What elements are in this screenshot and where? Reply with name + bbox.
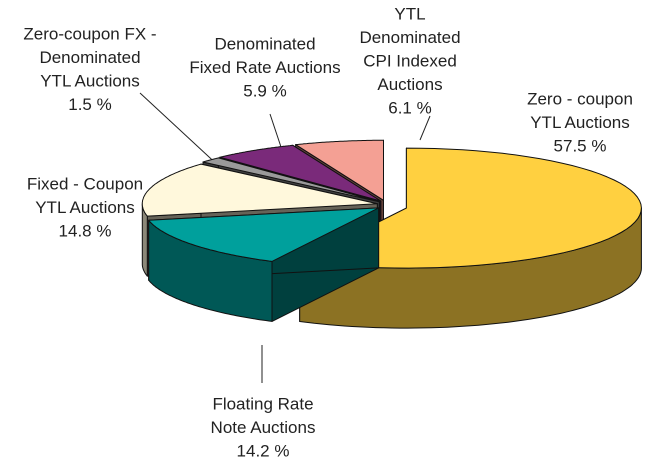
- slice-label: Note Auctions: [211, 418, 316, 437]
- value-label: 57.5 %: [554, 136, 607, 155]
- slice-label: Denominated: [214, 34, 315, 53]
- value-label: 6.1 %: [388, 98, 431, 117]
- slice-top: [295, 139, 384, 201]
- leader-line: [419, 115, 431, 141]
- leader-line: [139, 92, 223, 170]
- slice-label: Floating Rate: [212, 394, 313, 413]
- leader-line: [269, 113, 283, 151]
- slice-label: YTL: [394, 4, 425, 23]
- value-label: 14.8 %: [59, 221, 112, 240]
- slice-label: YTL Auctions: [40, 71, 140, 90]
- slice-top: [148, 207, 380, 262]
- slice-top: [219, 144, 382, 202]
- slice-label: Auctions: [377, 75, 442, 94]
- slice-label: Fixed - Coupon: [27, 174, 143, 193]
- slice-label: Denominated: [359, 28, 460, 47]
- slice-label: YTL Auctions: [530, 113, 630, 132]
- value-label: 14.2 %: [237, 441, 290, 460]
- slice-top: [299, 147, 642, 269]
- slice-label: Fixed Rate Auctions: [189, 58, 340, 77]
- slice: [148, 207, 380, 322]
- slice-label: Zero - coupon: [527, 89, 633, 108]
- slice-label: CPI Indexed: [363, 51, 457, 70]
- slice-label: YTL Auctions: [35, 198, 135, 217]
- slice-top: [141, 163, 378, 217]
- value-label: 5.9 %: [243, 81, 286, 100]
- slice-top: [202, 157, 380, 203]
- slice-label: Zero-coupon FX -: [23, 24, 156, 43]
- slice-label: Denominated: [39, 48, 140, 67]
- value-label: 1.5 %: [68, 95, 111, 114]
